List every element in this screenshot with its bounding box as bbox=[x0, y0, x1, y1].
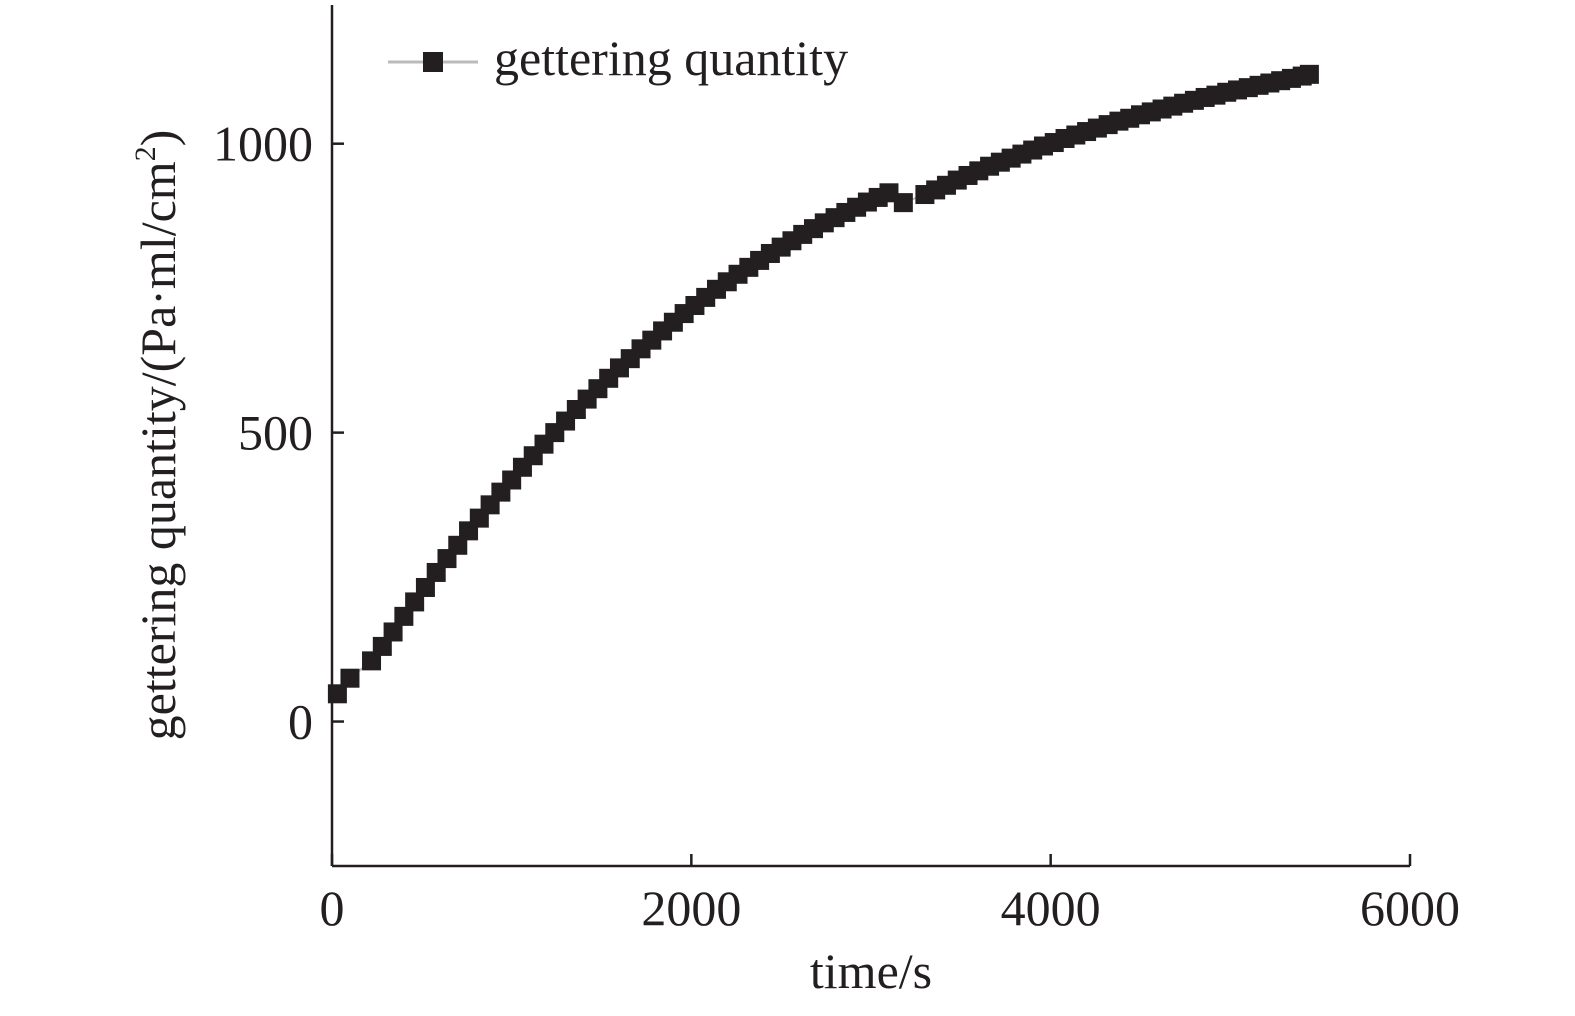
x-ticks: 0 2000 4000 6000 bbox=[320, 854, 1460, 936]
data-point bbox=[362, 651, 382, 671]
y-tick-label: 0 bbox=[288, 694, 313, 750]
x-axis-title: time/s bbox=[810, 943, 932, 999]
y-tick-label: 500 bbox=[238, 405, 313, 461]
data-point bbox=[879, 183, 899, 203]
series-line bbox=[336, 73, 1310, 695]
data-point bbox=[383, 622, 403, 642]
y-axis-title-sup: 2 bbox=[129, 146, 162, 161]
y-axis-title-close: ) bbox=[130, 130, 186, 147]
data-point bbox=[340, 668, 360, 688]
data-point bbox=[394, 606, 414, 626]
legend-marker-square bbox=[423, 52, 443, 72]
data-point bbox=[893, 193, 913, 213]
x-tick-label: 2000 bbox=[641, 880, 741, 936]
data-point bbox=[1299, 64, 1319, 84]
y-tick-label: 1000 bbox=[213, 116, 313, 172]
y-axis-title-main: gettering quantity/(Pa·ml/cm bbox=[130, 161, 186, 740]
legend-label: gettering quantity bbox=[494, 30, 848, 86]
legend: gettering quantity bbox=[388, 30, 848, 86]
data-point bbox=[405, 592, 425, 612]
data-point bbox=[372, 636, 392, 656]
y-ticks: 0 500 1000 bbox=[213, 116, 344, 750]
data-point bbox=[415, 577, 435, 597]
x-tick-label: 6000 bbox=[1360, 880, 1460, 936]
x-tick-label: 4000 bbox=[1001, 880, 1101, 936]
x-tick-label: 0 bbox=[320, 880, 345, 936]
y-axis-title: gettering quantity/(Pa·ml/cm2) bbox=[129, 130, 186, 741]
plot-area bbox=[327, 64, 1319, 704]
data-point bbox=[448, 535, 468, 555]
